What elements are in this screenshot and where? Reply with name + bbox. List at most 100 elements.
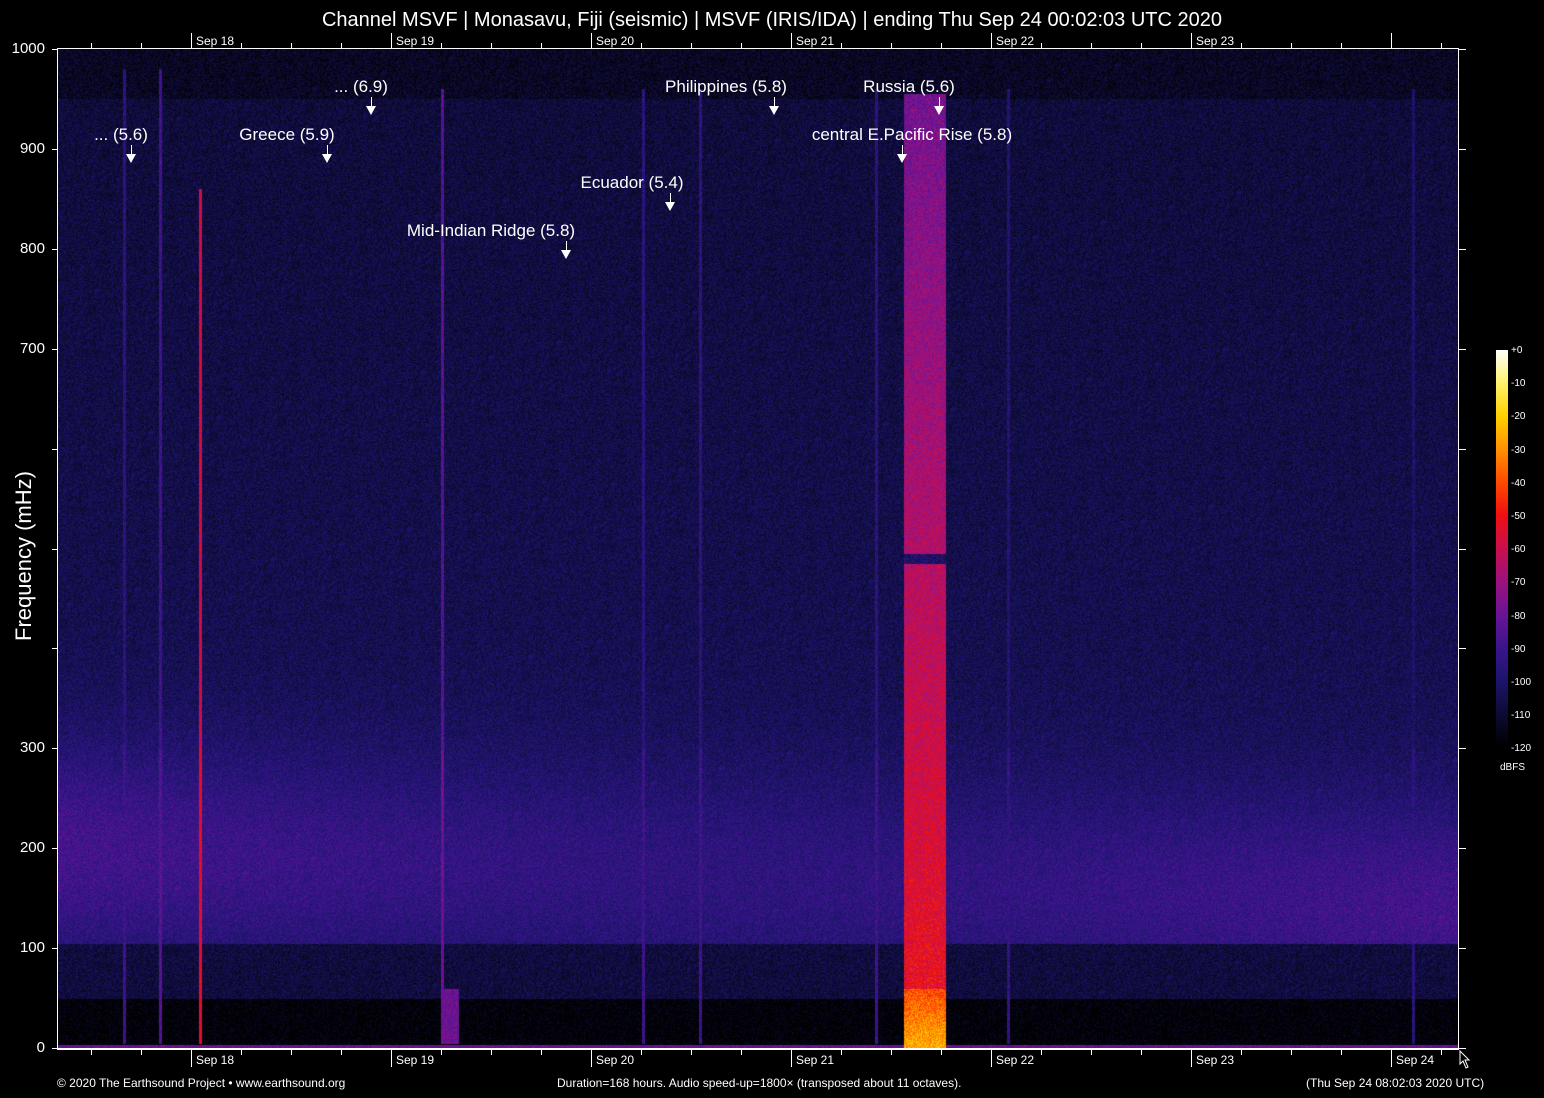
- x-tick-top: [891, 43, 892, 49]
- x-tick-top: [1441, 43, 1442, 49]
- y-tick-right: [1458, 548, 1466, 550]
- x-tick-top: [691, 43, 692, 49]
- x-tick-bottom: [1391, 1049, 1392, 1067]
- colorbar: [1496, 350, 1508, 748]
- arrow-down-icon: [322, 154, 332, 163]
- x-tick-bottom: [341, 1049, 342, 1055]
- colorbar-unit: dBFS: [1500, 762, 1526, 773]
- x-tick-bottom: [591, 1049, 592, 1067]
- colorbar-tick-label: -110: [1511, 710, 1531, 722]
- x-tick-bottom: [291, 1049, 292, 1055]
- y-tick-label: 1000: [11, 40, 45, 57]
- annotation-label: Mid-Indian Ridge (5.8): [406, 221, 576, 240]
- colorbar-tick-label: -120: [1511, 743, 1532, 755]
- x-tick-bottom: [841, 1049, 842, 1055]
- y-tick-label: 900: [19, 139, 45, 157]
- y-tick-label: 800: [19, 239, 45, 257]
- colorbar-tick-label: -50: [1511, 511, 1526, 522]
- x-tick-top: [441, 43, 442, 49]
- y-tick: [52, 148, 58, 150]
- x-tick-top: [641, 43, 642, 49]
- x-tick-bottom: [1141, 1049, 1142, 1055]
- annotation-label: central E.Pacific Rise (5.8): [811, 125, 1013, 144]
- x-tick-top: [591, 33, 592, 49]
- x-tick-bottom: [1441, 1049, 1442, 1055]
- x-tick-bottom: [1291, 1049, 1292, 1055]
- plot-frame: [57, 48, 1459, 1050]
- x-tick-label: Sep 21: [796, 1053, 835, 1067]
- x-tick-top: [741, 43, 742, 49]
- x-tick-top: [1191, 33, 1192, 49]
- y-axis-title: Frequency (mHz): [11, 471, 36, 641]
- x-tick-label: Sep 22: [996, 1053, 1035, 1067]
- x-tick-label: Sep 24: [1396, 1053, 1435, 1067]
- x-tick-top: [391, 33, 392, 49]
- colorbar-tick-label: -20: [1511, 411, 1526, 423]
- colorbar-tick-label: -10: [1511, 378, 1526, 390]
- annotation-arrow: [371, 97, 372, 107]
- x-tick-bottom: [791, 1049, 792, 1067]
- arrow-down-icon: [366, 106, 376, 115]
- y-tick-label: 0: [36, 1039, 45, 1056]
- x-tick-top: [1391, 33, 1392, 49]
- x-tick-bottom: [641, 1049, 642, 1055]
- colorbar-tick-label: +0: [1511, 345, 1523, 356]
- y-tick-right: [1458, 748, 1466, 750]
- x-tick-top: [191, 33, 192, 49]
- y-tick: [52, 49, 58, 50]
- x-tick-top: [141, 43, 142, 49]
- y-tick: [52, 1048, 58, 1049]
- annotation-arrow: [670, 193, 671, 203]
- x-tick-label-top: Sep 20: [596, 34, 635, 48]
- y-tick-label: 100: [19, 939, 45, 957]
- annotation-arrow: [566, 241, 567, 251]
- x-tick-bottom: [491, 1049, 492, 1055]
- x-tick-bottom: [941, 1049, 942, 1055]
- x-tick-label: Sep 19: [396, 1053, 435, 1067]
- annotation-arrow: [327, 145, 328, 155]
- x-tick-bottom: [441, 1049, 442, 1055]
- y-tick-right: [1458, 1048, 1466, 1049]
- x-tick-label: Sep 18: [196, 1053, 235, 1067]
- colorbar-tick-label: -100: [1511, 677, 1532, 688]
- annotation-label: ... (6.9): [334, 77, 388, 96]
- y-tick: [52, 348, 58, 350]
- x-tick-top: [991, 33, 992, 49]
- x-tick-top: [491, 43, 492, 49]
- x-tick-bottom: [91, 1049, 92, 1055]
- y-tick-right: [1458, 448, 1466, 450]
- x-tick-bottom: [1041, 1049, 1042, 1055]
- x-tick-top: [91, 43, 92, 49]
- x-tick-label-top: Sep 18: [196, 34, 235, 48]
- x-tick-bottom: [741, 1049, 742, 1055]
- y-tick-right: [1458, 348, 1466, 350]
- y-tick-right: [1458, 948, 1466, 950]
- y-tick-right: [1458, 148, 1466, 150]
- annotation-label: ... (5.6): [94, 125, 148, 144]
- x-tick-label-top: Sep 23: [1196, 34, 1235, 48]
- y-tick: [52, 648, 58, 650]
- y-tick: [52, 448, 58, 450]
- colorbar-tick-label: -30: [1511, 444, 1526, 456]
- x-tick-top: [341, 43, 342, 49]
- y-tick-label: 200: [19, 839, 45, 857]
- colorbar-tick-label: -90: [1511, 643, 1526, 655]
- colorbar-tick-label: -60: [1511, 544, 1526, 556]
- y-tick-label: 700: [19, 339, 45, 357]
- x-tick-top: [841, 43, 842, 49]
- x-tick-bottom: [691, 1049, 692, 1055]
- x-tick-label: Sep 20: [596, 1053, 635, 1067]
- y-tick: [52, 948, 58, 950]
- x-tick-bottom: [541, 1049, 542, 1055]
- colorbar-tick-label: -40: [1511, 477, 1526, 489]
- x-tick-bottom: [241, 1049, 242, 1055]
- annotation-label: Greece (5.9): [239, 125, 335, 144]
- x-tick-top: [541, 43, 542, 49]
- x-tick-bottom: [391, 1049, 392, 1067]
- colorbar-tick-label: -70: [1511, 577, 1526, 589]
- x-tick-label-top: Sep 19: [396, 34, 435, 48]
- x-tick-top: [791, 33, 792, 49]
- spectrogram-image: [58, 49, 1458, 1049]
- arrow-down-icon: [561, 250, 571, 259]
- annotation-arrow: [902, 145, 903, 155]
